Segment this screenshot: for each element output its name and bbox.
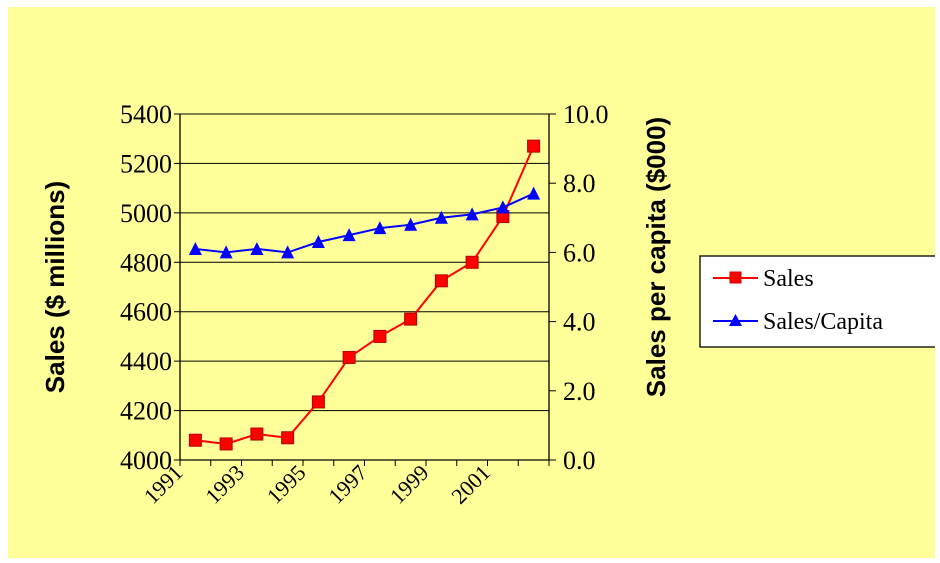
y-axis-right-title: Sales per capita ($000): [641, 117, 671, 397]
left-tick-label-5400: 5400: [120, 100, 172, 129]
point-sales-1999: [434, 274, 448, 288]
left-tick-label-4400: 4400: [120, 347, 172, 376]
legend-label-sales: Sales: [763, 266, 814, 292]
chart-area: 4000 4200 4400 4600 4800 5000 5200 5400 0.0 2.0 4.…: [8, 7, 935, 558]
point-sales-1993: [250, 427, 264, 441]
x-tick-label-1997: 1997: [323, 460, 372, 509]
point-sales-capita-2002: [527, 186, 541, 200]
x-tick-label-2001: 2001: [446, 460, 495, 509]
legend: Sales Sales/Capita: [699, 255, 935, 348]
series: [188, 139, 541, 451]
series-line-sales-capita: [195, 192, 535, 254]
legend-label-salescapita: Sales/Capita: [763, 309, 883, 335]
left-tick-label-4000: 4000: [120, 446, 172, 475]
x-tick-label-1995: 1995: [262, 460, 311, 509]
point-sales-capita-1999: [434, 210, 448, 224]
point-sales-capita-1993: [250, 241, 264, 255]
point-sales-1992: [219, 437, 233, 451]
point-sales-1996: [342, 350, 356, 364]
point-sales-capita-1994: [281, 245, 295, 259]
point-sales-capita-2001: [496, 200, 510, 214]
left-tick-label-4200: 4200: [120, 397, 172, 426]
chart-svg: 4000 4200 4400 4600 4800 5000 5200 5400 0.0 2.0 4.…: [40, 100, 935, 509]
legend-box: [699, 255, 935, 348]
right-tick-label-0.0: 0.0: [563, 446, 596, 475]
point-sales-capita-1992: [219, 245, 233, 259]
point-sales-1997: [373, 329, 387, 343]
point-sales-1998: [404, 312, 418, 326]
right-tick-label-4.0: 4.0: [563, 308, 596, 337]
point-sales-capita-1997: [373, 221, 387, 235]
point-sales-1995: [311, 395, 325, 409]
right-tick-label-8.0: 8.0: [563, 169, 596, 198]
point-sales-capita-1998: [404, 217, 418, 231]
left-tick-label-4600: 4600: [120, 298, 172, 327]
point-sales-capita-1991: [188, 241, 202, 255]
legend-sales-marker: [729, 271, 742, 284]
x-tick-label-1993: 1993: [200, 460, 249, 509]
axes: [174, 113, 556, 466]
gridlines: [180, 113, 549, 461]
point-sales-1994: [281, 431, 295, 445]
point-sales-capita-2000: [465, 207, 479, 221]
y-axis-left-title: Sales ($ millions): [40, 181, 70, 393]
right-tick-label-10.0: 10.0: [563, 100, 609, 129]
right-tick-label-6.0: 6.0: [563, 238, 596, 267]
point-sales-capita-1996: [342, 228, 356, 242]
legend-salescapita-marker: [729, 314, 742, 326]
point-sales-2002: [527, 139, 541, 153]
series-line-sales: [195, 145, 535, 445]
point-sales-2000: [465, 255, 479, 269]
tick-labels: 4000 4200 4400 4600 4800 5000 5200 5400 0.0 2.0 4.…: [120, 100, 609, 509]
right-tick-label-2.0: 2.0: [563, 377, 596, 406]
left-tick-label-5200: 5200: [120, 149, 172, 178]
left-tick-label-4800: 4800: [120, 248, 172, 277]
point-sales-capita-1995: [311, 235, 325, 249]
point-sales-1991: [188, 433, 202, 447]
x-tick-label-1999: 1999: [385, 460, 434, 509]
left-tick-label-5000: 5000: [120, 199, 172, 228]
